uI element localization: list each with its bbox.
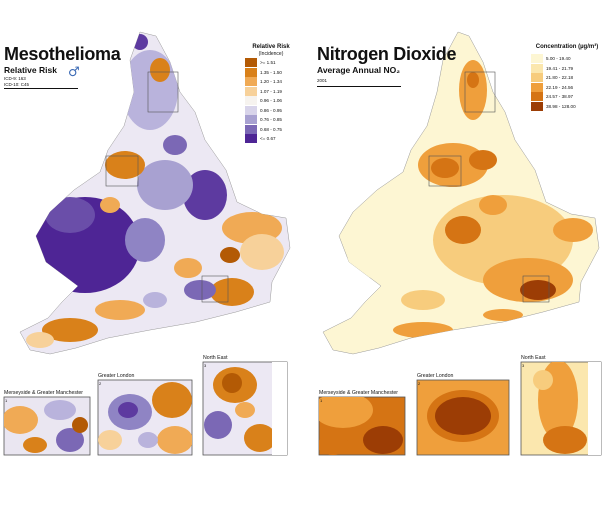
legend-label: 5.00 - 19.40 bbox=[546, 56, 571, 61]
icd9-code: ICD-9: 163 bbox=[4, 76, 26, 81]
inset-label-merseyside: Merseyside & Greater Manchester bbox=[4, 390, 83, 396]
legend-swatch bbox=[531, 101, 543, 111]
inset-label-north-east: North East bbox=[203, 355, 228, 361]
legend-title: Concentration (µg/m³) bbox=[535, 44, 599, 50]
legend-label: >= 1.51 bbox=[260, 60, 276, 65]
legend-label: 1.07 - 1.19 bbox=[260, 88, 282, 94]
legend-swatch bbox=[245, 58, 257, 67]
legend-swatch bbox=[245, 86, 257, 96]
mesothelioma-subtitle: Relative Risk bbox=[4, 65, 57, 75]
legend-label: 38.98 - 128.00 bbox=[546, 103, 576, 109]
legend-entry: 19.41 - 21.79 bbox=[531, 63, 574, 73]
legend-entry: 1.07 - 1.19 bbox=[245, 86, 282, 96]
legend-entry: <= 0.67 bbox=[245, 134, 276, 143]
legend-swatch bbox=[245, 77, 257, 86]
mesothelioma-title: Mesothelioma bbox=[4, 44, 121, 64]
legend-entry: 1.35 - 1.50 bbox=[245, 67, 282, 77]
legend-label: 1.35 - 1.50 bbox=[260, 69, 282, 75]
inset-number: 3 bbox=[204, 363, 207, 368]
inset-number: 1 bbox=[320, 398, 323, 403]
legend-swatch bbox=[245, 105, 257, 115]
mesothelioma-map bbox=[3, 31, 291, 456]
no2-map bbox=[318, 31, 602, 456]
legend-swatch bbox=[531, 63, 543, 73]
legend-label: 22.19 - 24.56 bbox=[546, 84, 574, 90]
legend-label: 19.41 - 21.79 bbox=[546, 65, 574, 71]
title-rule bbox=[4, 88, 78, 89]
legend-label: 0.96 - 1.06 bbox=[260, 98, 282, 103]
legend-label: 24.57 - 38.97 bbox=[546, 94, 574, 99]
legend-swatch bbox=[245, 96, 257, 105]
legend-swatch bbox=[245, 115, 257, 124]
legend-swatch bbox=[245, 134, 257, 143]
no2-subtitle: Average Annual NO₂ bbox=[317, 65, 400, 75]
mesothelioma-panel: Mesothelioma Relative Risk ICD-9: 163 IC… bbox=[3, 31, 291, 456]
no2-title: Nitrogen Dioxide bbox=[317, 44, 457, 64]
inset-label-london: Greater London bbox=[98, 373, 135, 379]
legend-label: 0.76 - 0.85 bbox=[260, 117, 282, 122]
inset-label-merseyside: Merseyside & Greater Manchester bbox=[319, 390, 398, 396]
legend-entry: 24.57 - 38.97 bbox=[531, 92, 573, 101]
legend-entry: 0.76 - 0.85 bbox=[245, 115, 282, 124]
legend-label: 1.20 - 1.34 bbox=[260, 79, 282, 84]
legend-swatch bbox=[531, 92, 543, 101]
inset-number: 2 bbox=[418, 381, 421, 386]
inset-label-north-east: North East bbox=[521, 355, 546, 361]
no2-panel: Nitrogen Dioxide Average Annual NO₂ 2001… bbox=[303, 0, 606, 510]
inset-number: 3 bbox=[522, 363, 525, 368]
inset-number: 2 bbox=[99, 381, 102, 386]
legend-entry: 1.20 - 1.34 bbox=[245, 77, 282, 86]
inset-number: 1 bbox=[5, 398, 8, 403]
legend-swatch bbox=[531, 73, 543, 82]
legend-entry: >= 1.51 bbox=[245, 58, 276, 67]
legend-entry: 0.86 - 0.95 bbox=[245, 105, 282, 115]
legend-entry: 5.00 - 19.40 bbox=[531, 54, 571, 63]
male-symbol-icon: ♂ bbox=[68, 65, 80, 80]
icd10-code: ICD-10: C45 bbox=[4, 82, 30, 87]
legend-title: Relative Risk bbox=[252, 44, 290, 50]
year-label: 2001 bbox=[317, 78, 328, 83]
legend-label: <= 0.67 bbox=[260, 136, 276, 141]
legend-label: 0.86 - 0.95 bbox=[260, 107, 282, 113]
legend-swatch bbox=[531, 82, 543, 92]
inset-label-london: Greater London bbox=[417, 373, 454, 379]
legend-entry: 38.98 - 128.00 bbox=[531, 101, 576, 111]
title-rule bbox=[317, 86, 401, 87]
legend-swatch bbox=[245, 67, 257, 77]
legend-entry: 0.68 - 0.75 bbox=[245, 124, 282, 134]
legend-label: 21.80 - 22.18 bbox=[546, 75, 574, 80]
legend-swatch bbox=[245, 124, 257, 134]
legend-entry: 22.19 - 24.56 bbox=[531, 82, 574, 92]
legend-label: 0.68 - 0.75 bbox=[260, 126, 282, 132]
legend-entry: 0.96 - 1.06 bbox=[245, 96, 282, 105]
legend-entry: 21.80 - 22.18 bbox=[531, 73, 573, 82]
legend-subtitle: (Incidence) bbox=[258, 51, 284, 57]
legend-swatch bbox=[531, 54, 543, 63]
